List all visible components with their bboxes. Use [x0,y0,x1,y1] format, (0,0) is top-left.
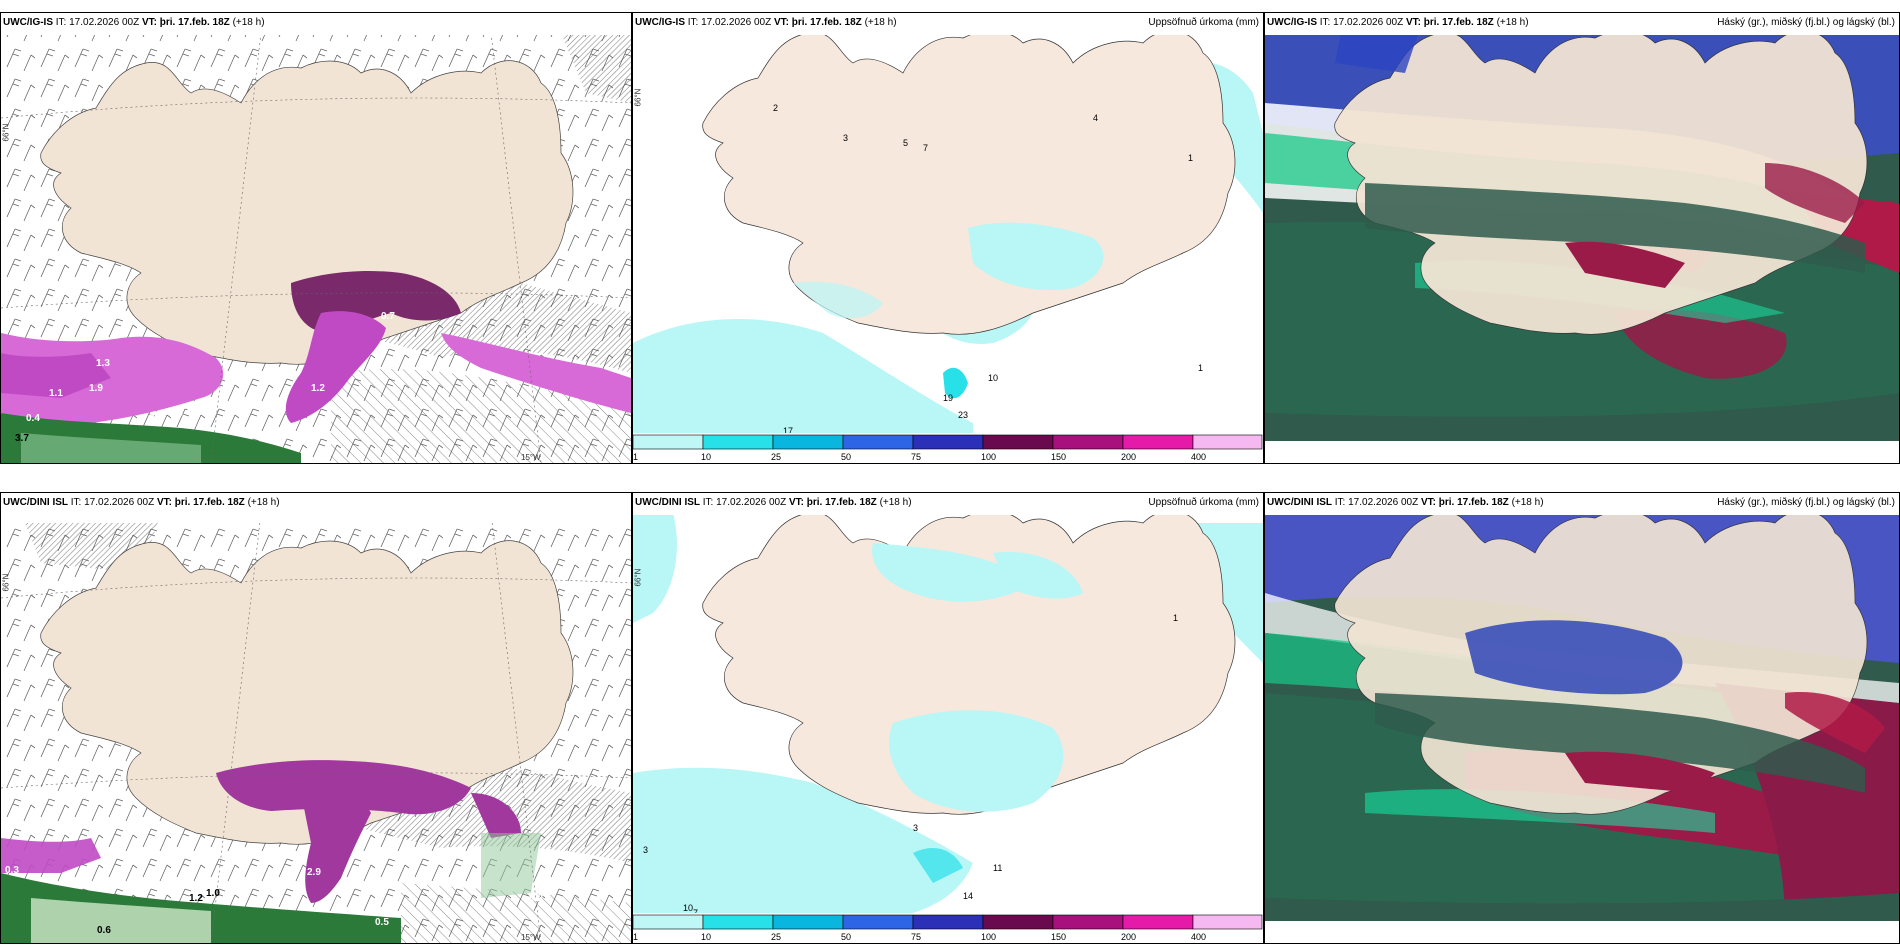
colorbar-tick: 400 [1191,932,1207,942]
colorbar-tick: 400 [1191,452,1207,462]
swatch [1122,434,1194,450]
swatch [702,434,774,450]
precip-value: 1 [1198,363,1204,373]
wind-label: 2.5 [187,403,201,414]
lat-label: 66°N [633,568,643,587]
colorbar-tick: 150 [1051,932,1067,942]
colorbar-tick: 150 [1051,452,1067,462]
precip-value: 17 [783,426,794,436]
wind-label: 2.9 [307,867,321,878]
wind-label: 1.0 [206,888,220,899]
wind-precip-map-top [1,13,631,463]
swatch [842,434,914,450]
wind-label: 2.9 [149,413,163,424]
precip-value: 14 [963,891,974,901]
panel-top-middle: UWC/IG-IS IT: 17.02.2026 00Z VT: þri. 17… [632,12,1264,464]
colorbar-tick: 75 [911,932,922,942]
precip-value: 1 [1188,153,1194,163]
lat-label: 66°N [1,573,11,592]
precip-value: 11 [993,863,1003,873]
precip-map-top [633,13,1263,433]
swatch [633,434,704,450]
colorbar-tick: 50 [841,452,852,462]
swatch [912,914,984,930]
panel-top-right: UWC/IG-IS IT: 17.02.2026 00Z VT: þri. 17… [1264,12,1900,464]
swatch [1192,914,1263,930]
panel-bottom-right: UWC/DINI ISL IT: 17.02.2026 00Z VT: þri.… [1264,492,1900,944]
precip-colorbar: 1 10 25 50 75 100 150 200 400 [633,913,1263,943]
panel-top-left: UWC/IG-IS IT: 17.02.2026 00Z VT: þri. 17… [0,12,632,464]
panel-header: UWC/DINI ISL IT: 17.02.2026 00Z VT: þri.… [633,493,1263,515]
swatch [842,914,914,930]
precip-value: 4 [1093,113,1099,123]
swatch [772,434,844,450]
lat-label: 66°N [633,88,643,107]
panel-header: UWC/DINI ISL IT: 17.02.2026 00Z VT: þri.… [1265,493,1899,515]
lon-label: 15°W [521,933,541,942]
colorbar-tick: 100 [981,452,997,462]
swatch [1052,914,1124,930]
swatch [982,914,1054,930]
colorbar-tick: 25 [771,452,782,462]
wind-label: 3.7 [15,433,29,444]
precip-value: 5 [903,138,909,148]
wind-label: 1.9 [89,383,103,394]
wind-label: 0.5 [375,917,389,928]
colorbar-tick: 100 [981,932,997,942]
swatch [702,914,774,930]
panel-header: UWC/IG-IS IT: 17.02.2026 00Z VT: þri. 17… [633,13,1263,35]
precip-map-bottom [633,493,1263,913]
panel-header: UWC/IG-IS IT: 17.02.2026 00Z VT: þri. 17… [1,13,631,35]
precip-value: 7 [923,143,929,153]
precip-value: 10 [988,373,999,383]
panel-header: UWC/DINI ISL IT: 17.02.2026 00Z VT: þri.… [1,493,631,523]
precip-value: 3 [843,133,849,143]
colorbar-tick: 10 [701,452,712,462]
colorbar-tick: 200 [1121,452,1137,462]
lon-label: 15°W [521,453,541,462]
colorbar-tick: 25 [771,932,782,942]
wind-label: 0.4 [26,413,40,424]
wind-label: 0.6 [97,925,111,936]
precip-value: 3 [913,823,919,833]
panel-bottom-middle: UWC/DINI ISL IT: 17.02.2026 00Z VT: þri.… [632,492,1264,944]
swatch [772,914,844,930]
precip-value: 10 [683,903,694,913]
cloud-map-top [1265,13,1899,441]
swatch [1192,434,1263,450]
colorbar-tick: 1 [633,932,639,942]
wind-label: 1.2 [189,893,203,904]
precip-value: 2 [773,103,779,113]
wind-label: 0.3 [5,865,19,876]
colorbar-tick: 10 [701,932,712,942]
swatch [633,914,704,930]
wind-precip-map-bottom [1,493,631,943]
lat-label: 66°N [1,123,11,142]
precip-value: 19 [943,393,954,403]
colorbar-swatches [633,914,1263,930]
precip-value: 1 [1173,613,1179,623]
wind-label: 1.2 [311,383,325,394]
panel-bottom-left: UWC/DINI ISL IT: 17.02.2026 00Z VT: þri.… [0,492,632,944]
precip-value: 3 [643,845,649,855]
wind-label: 0.2 [529,893,543,904]
wind-label: 0.7 [381,311,395,322]
swatch [912,434,984,450]
wind-label: 1.1 [49,388,63,399]
colorbar-tick: 50 [841,932,852,942]
wind-label: 2.8 [169,408,183,419]
swatch [1122,914,1194,930]
colorbar-tick: 75 [911,452,922,462]
colorbar-swatches [633,434,1263,450]
swatch [982,434,1054,450]
precip-value: 23 [958,410,969,420]
wind-label: 1.3 [96,358,110,369]
precip-colorbar: 1 10 25 50 75 100 150 200 400 [633,433,1263,463]
colorbar-tick: 200 [1121,932,1137,942]
cloud-map-bottom [1265,493,1899,921]
swatch [1052,434,1124,450]
colorbar-tick: 1 [633,452,639,462]
panel-header: UWC/IG-IS IT: 17.02.2026 00Z VT: þri. 17… [1265,13,1899,35]
